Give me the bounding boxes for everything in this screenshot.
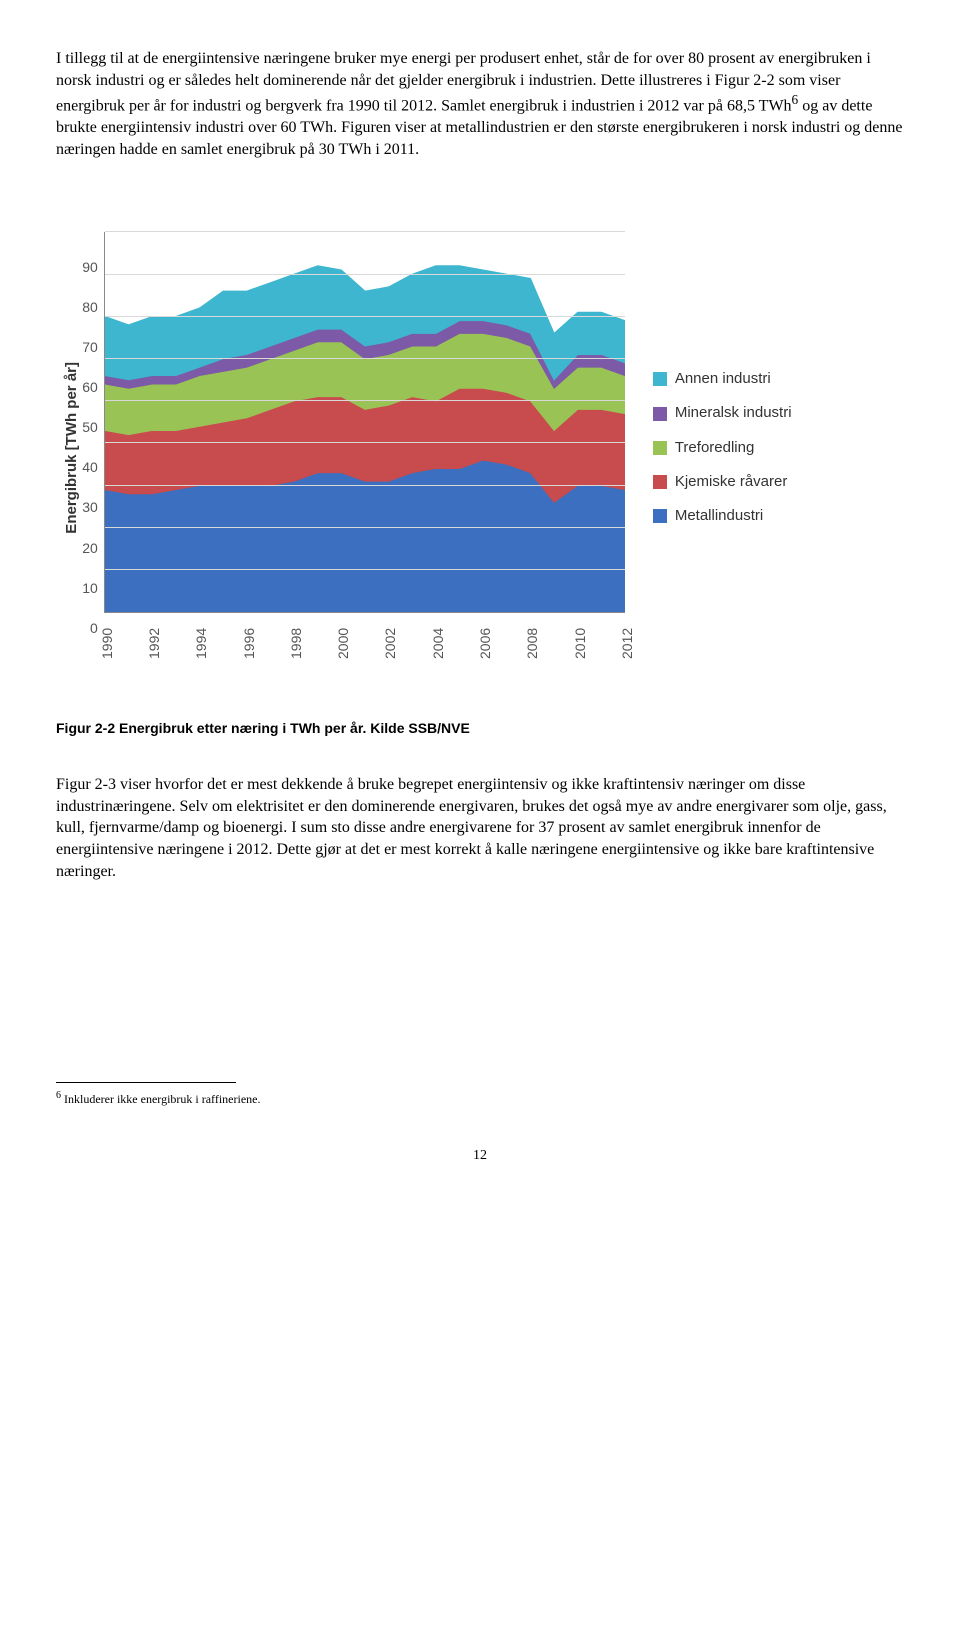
x-tick: 2010 xyxy=(571,628,590,659)
x-tick: 1996 xyxy=(240,628,259,659)
x-tick: 2012 xyxy=(618,628,637,659)
x-tick: 2008 xyxy=(523,628,542,659)
x-tick: 1990 xyxy=(98,628,117,659)
x-axis-ticks: 1990199219941996199820002002200420062008… xyxy=(104,617,624,663)
legend-swatch xyxy=(653,407,667,421)
page-number: 12 xyxy=(56,1147,904,1166)
legend-item: Kjemiske råvarer xyxy=(653,472,792,492)
grid-line xyxy=(105,358,625,359)
y-tick: 30 xyxy=(82,498,98,517)
legend-item: Annen industri xyxy=(653,369,792,389)
grid-line xyxy=(105,274,625,275)
x-tick: 2004 xyxy=(429,628,448,659)
y-tick: 50 xyxy=(82,418,98,437)
y-tick: 20 xyxy=(82,539,98,558)
legend-label: Treforedling xyxy=(675,438,754,458)
legend-label: Metallindustri xyxy=(675,506,763,526)
x-tick: 2000 xyxy=(334,628,353,659)
chart-caption: Figur 2-2 Energibruk etter næring i TWh … xyxy=(56,719,904,738)
intro-paragraph: I tillegg til at de energiintensive næri… xyxy=(56,48,904,160)
legend-label: Annen industri xyxy=(675,369,771,389)
y-axis-label: Energibruk [TWh per år] xyxy=(56,362,82,534)
body-paragraph-2: Figur 2-3 viser hvorfor det er mest dekk… xyxy=(56,774,904,882)
legend-item: Treforedling xyxy=(653,438,792,458)
y-tick: 10 xyxy=(82,579,98,598)
y-tick: 80 xyxy=(82,298,98,317)
chart-plot-area xyxy=(104,232,625,613)
footnote-rule xyxy=(56,1082,236,1083)
legend-label: Mineralsk industri xyxy=(675,403,792,423)
x-tick: 2002 xyxy=(381,628,400,659)
y-tick: 0 xyxy=(90,619,98,638)
y-tick: 90 xyxy=(82,258,98,277)
x-tick: 1998 xyxy=(287,628,306,659)
grid-line xyxy=(105,400,625,401)
y-tick: 60 xyxy=(82,378,98,397)
legend-item: Mineralsk industri xyxy=(653,403,792,423)
y-tick: 40 xyxy=(82,458,98,477)
legend-item: Metallindustri xyxy=(653,506,792,526)
grid-line xyxy=(105,485,625,486)
x-tick: 2006 xyxy=(476,628,495,659)
grid-line xyxy=(105,316,625,317)
stacked-area-svg xyxy=(105,232,625,612)
legend-swatch xyxy=(653,372,667,386)
x-tick: 1992 xyxy=(145,628,164,659)
footnote: 6 Inkluderer ikke energibruk i raffineri… xyxy=(56,1089,904,1107)
grid-line xyxy=(105,569,625,570)
y-tick: 70 xyxy=(82,338,98,357)
x-tick: 1994 xyxy=(192,628,211,659)
grid-line xyxy=(105,527,625,528)
legend-label: Kjemiske råvarer xyxy=(675,472,788,492)
grid-line xyxy=(105,231,625,232)
legend-swatch xyxy=(653,509,667,523)
y-axis-ticks: 90 80 70 60 50 40 30 20 10 0 xyxy=(82,258,104,638)
chart-legend: Annen industri Mineralsk industri Trefored… xyxy=(625,355,792,540)
legend-swatch xyxy=(653,475,667,489)
legend-swatch xyxy=(653,441,667,455)
energy-chart: Energibruk [TWh per år] 90 80 70 60 50 40 30 20… xyxy=(56,232,904,663)
grid-line xyxy=(105,442,625,443)
